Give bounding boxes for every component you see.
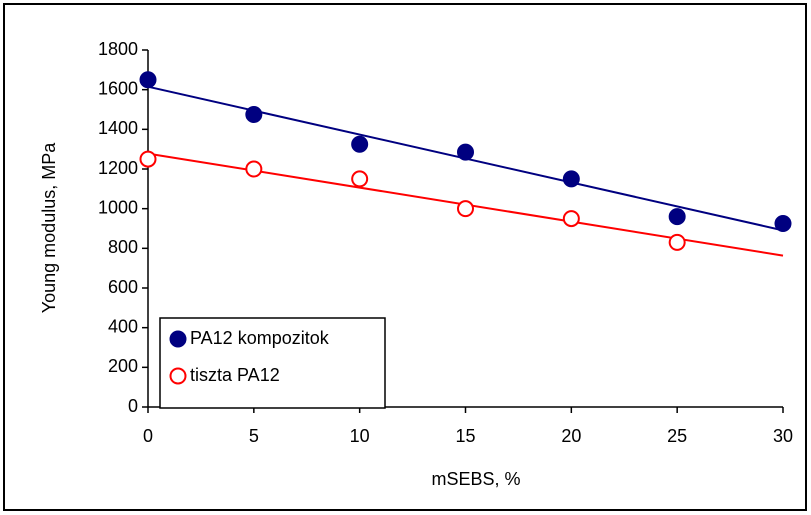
x-tick-label: 0 <box>143 426 153 446</box>
data-point <box>139 150 157 168</box>
data-point <box>457 143 474 161</box>
y-tick-label: 1000 <box>98 197 138 217</box>
data-point <box>351 135 369 153</box>
y-tick-label: 400 <box>108 316 138 336</box>
data-point <box>139 71 157 89</box>
chart-border <box>3 3 807 511</box>
data-point <box>774 215 792 233</box>
x-tick-label: 10 <box>350 426 370 446</box>
y-tick-label: 1600 <box>98 78 138 98</box>
data-point <box>562 210 580 228</box>
data-point <box>668 233 686 251</box>
y-tick-label: 0 <box>128 396 138 416</box>
y-tick-label: 200 <box>108 356 138 376</box>
legend-label: PA12 kompozitok <box>190 328 330 348</box>
y-tick-label: 1800 <box>98 39 138 59</box>
y-tick-label: 1400 <box>98 118 138 138</box>
x-axis-label: mSEBS, % <box>431 469 520 489</box>
x-tick-label: 5 <box>249 426 259 446</box>
y-axis-label: Young modulus, MPa <box>39 142 59 313</box>
data-point <box>562 170 580 188</box>
data-point <box>245 105 263 123</box>
data-point <box>457 200 474 218</box>
legend-marker <box>169 330 187 348</box>
legend-marker <box>169 367 187 385</box>
x-tick-label: 15 <box>455 426 475 446</box>
legend-label: tiszta PA12 <box>190 365 280 385</box>
data-point <box>245 160 263 178</box>
y-tick-label: 800 <box>108 237 138 257</box>
x-tick-label: 20 <box>561 426 581 446</box>
data-point <box>668 208 686 226</box>
x-tick-label: 30 <box>773 426 793 446</box>
legend-box <box>159 317 386 409</box>
data-point <box>351 170 369 188</box>
y-tick-label: 1200 <box>98 158 138 178</box>
y-tick-label: 600 <box>108 277 138 297</box>
x-tick-label: 25 <box>667 426 687 446</box>
